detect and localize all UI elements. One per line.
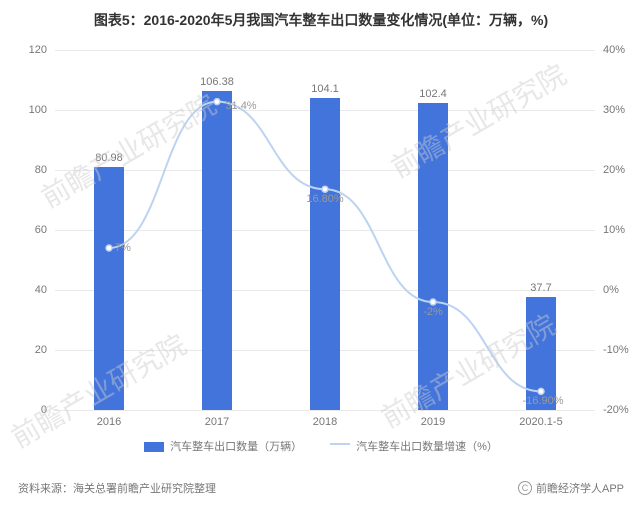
- legend-label: 汽车整车出口数量增速（%）: [356, 441, 498, 453]
- y2-axis-tick-label: 0%: [603, 284, 619, 296]
- y-axis-tick-label: 120: [29, 44, 47, 56]
- y-axis-tick-label: 40: [35, 284, 47, 296]
- line-value-label: 16.80%: [306, 193, 343, 205]
- y2-axis-tick-label: -10%: [603, 344, 629, 356]
- copyright-icon: C: [518, 481, 532, 495]
- x-axis-tick-label: 2016: [97, 416, 121, 428]
- copyright-label: 前瞻经济学人APP: [536, 480, 624, 496]
- bar: [418, 103, 448, 410]
- y-axis-tick-label: 80: [35, 164, 47, 176]
- bar: [526, 297, 556, 410]
- line-value-label: -16.90%: [523, 395, 564, 407]
- y2-axis-tick-label: 10%: [603, 224, 625, 236]
- y2-axis-tick-label: 40%: [603, 44, 625, 56]
- line-value-label: -2%: [423, 306, 443, 318]
- gridline: [55, 410, 595, 411]
- bar: [94, 167, 124, 410]
- x-axis-tick-label: 2020.1-5: [519, 416, 562, 428]
- legend-label: 汽车整车出口数量（万辆）: [170, 441, 302, 453]
- chart-plot-area: 020406080100120-20%-10%0%10%20%30%40%201…: [55, 50, 595, 410]
- legend-item: 汽车整车出口数量（万辆）: [144, 438, 302, 454]
- copyright-text: C 前瞻经济学人APP: [518, 480, 624, 496]
- line-value-label: 31.4%: [225, 100, 256, 112]
- line-value-label: 7%: [115, 242, 131, 254]
- bar-value-label: 104.1: [311, 83, 339, 95]
- bar-value-label: 106.38: [200, 76, 234, 88]
- legend-bar-icon: [144, 442, 164, 452]
- bar-value-label: 102.4: [419, 88, 447, 100]
- gridline: [55, 50, 595, 51]
- y2-axis-tick-label: 30%: [603, 104, 625, 116]
- legend-line-icon: [330, 443, 350, 445]
- x-axis-tick-label: 2018: [313, 416, 337, 428]
- y2-axis-tick-label: 20%: [603, 164, 625, 176]
- bar-value-label: 37.7: [530, 282, 551, 294]
- y2-axis-tick-label: -20%: [603, 404, 629, 416]
- chart-legend: 汽车整车出口数量（万辆） 汽车整车出口数量增速（%）: [0, 438, 642, 454]
- source-text: 资料来源：海关总署前瞻产业研究院整理: [18, 480, 216, 496]
- bar: [202, 91, 232, 410]
- x-axis-tick-label: 2019: [421, 416, 445, 428]
- y-axis-tick-label: 100: [29, 104, 47, 116]
- y-axis-tick-label: 0: [41, 404, 47, 416]
- y-axis-tick-label: 60: [35, 224, 47, 236]
- legend-item: 汽车整车出口数量增速（%）: [330, 438, 498, 454]
- bar: [310, 98, 340, 410]
- x-axis-tick-label: 2017: [205, 416, 229, 428]
- bar-value-label: 80.98: [95, 152, 123, 164]
- y-axis-tick-label: 20: [35, 344, 47, 356]
- chart-title: 图表5：2016-2020年5月我国汽车整车出口数量变化情况(单位：万辆，%): [0, 0, 642, 30]
